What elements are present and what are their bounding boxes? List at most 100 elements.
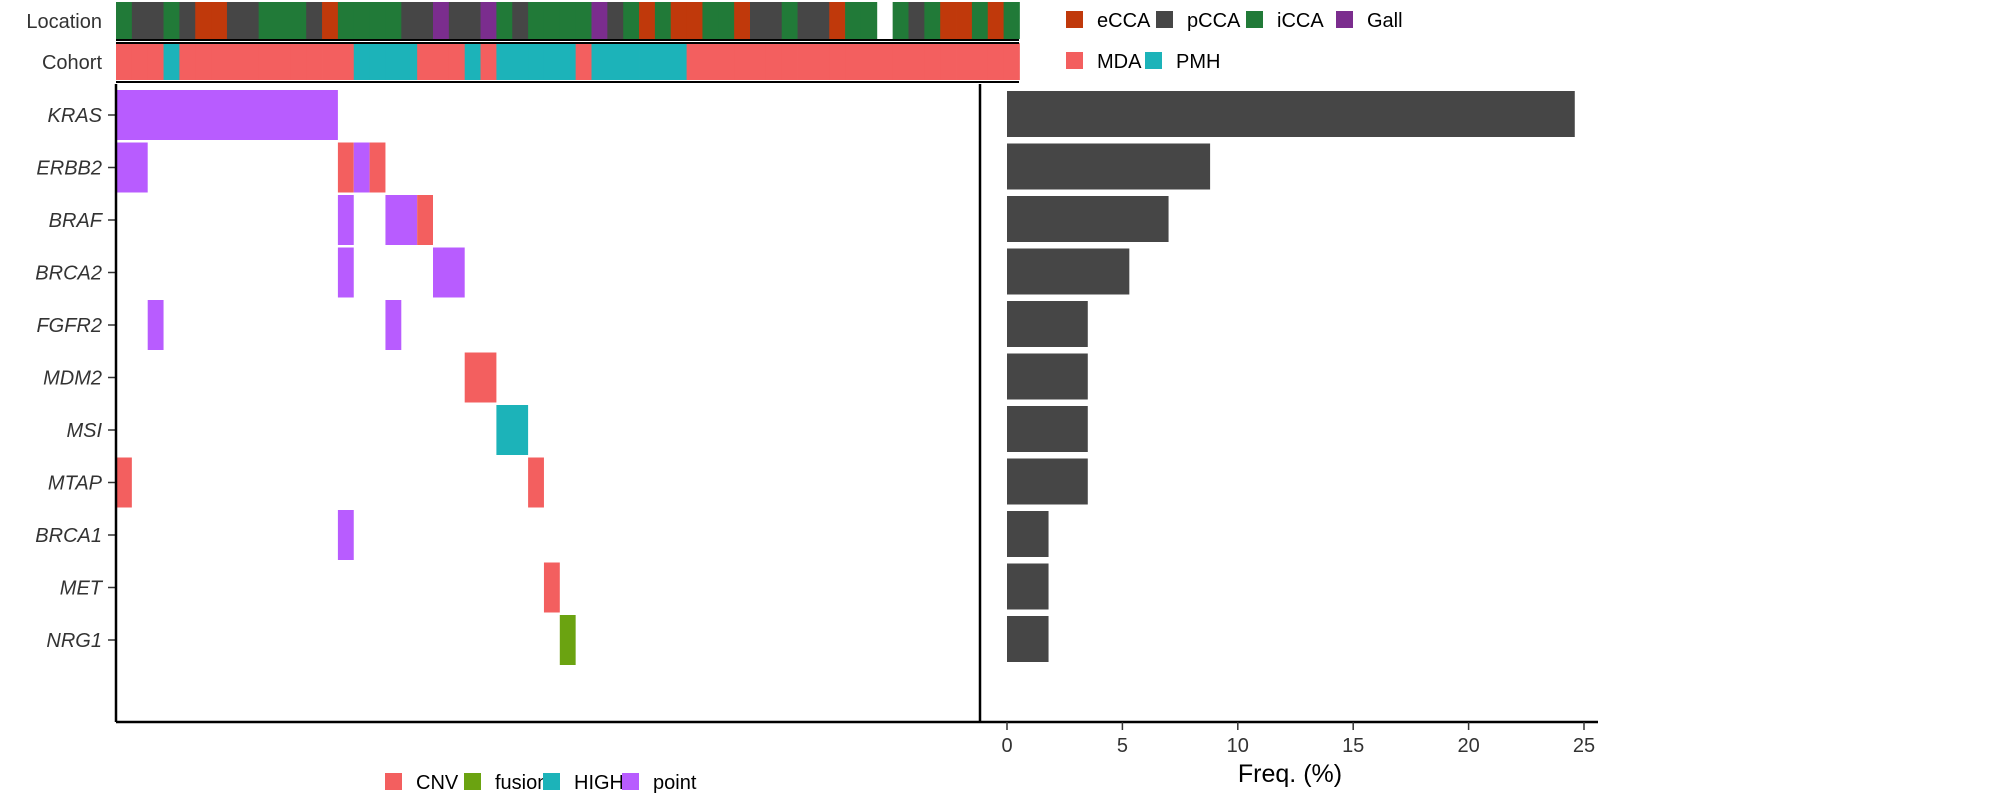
cohort-cell [845, 43, 862, 80]
location-legend: eCCA pCCA iCCA Gall [1066, 10, 1403, 32]
cohort-cell [211, 43, 228, 80]
gene-label-braf: BRAF [49, 210, 104, 232]
cohort-legend-key-pmh [1145, 52, 1162, 69]
location-cell [131, 2, 149, 39]
annotation-tracks: Location Cohort [26, 11, 102, 74]
cohort-cell [876, 43, 894, 80]
frequency-bar-chart [1007, 91, 1575, 662]
alteration-legend-key-fusion [464, 773, 481, 790]
alteration-legend-key-high [543, 773, 560, 790]
cohort-cell [924, 43, 941, 80]
cohort-cell [1003, 43, 1020, 80]
location-cell [956, 2, 973, 39]
cohort-cell [369, 43, 386, 80]
freq-x-tick-label: 20 [1457, 735, 1479, 757]
location-cell [211, 2, 228, 39]
cohort-cell [686, 43, 703, 80]
alteration-cell-brca2 [337, 247, 354, 298]
cohort-cell [797, 43, 814, 80]
alteration-cell-mtap [528, 457, 544, 508]
cohort-cell [813, 43, 830, 80]
alteration-legend-key-point [622, 773, 639, 790]
cohort-cell [512, 43, 529, 80]
location-cell [924, 2, 941, 39]
location-cell [385, 2, 402, 39]
freq-x-tick-label: 25 [1573, 735, 1595, 757]
alteration-cell-fgfr2 [147, 300, 164, 350]
location-cell [750, 2, 767, 39]
freq-x-tick-label: 5 [1117, 735, 1128, 757]
location-cell [860, 2, 878, 39]
gene-label-mtap: MTAP [48, 473, 103, 495]
oncoprint-grid: KRAS ERBB2 BRAF BRCA2 FGFR2 MDM2 MSI MTAP BRCA1 M… [35, 84, 982, 724]
freq-bar-msi [1007, 406, 1088, 452]
alteration-cell-met [543, 562, 560, 613]
location-cell [448, 2, 466, 39]
location-cell [226, 2, 244, 39]
alteration-cell-erbb2 [337, 142, 354, 193]
cohort-cell [956, 43, 973, 80]
location-cell [147, 2, 164, 39]
cohort-cell [971, 43, 989, 80]
cohort-cell [607, 43, 624, 80]
cohort-cell [702, 43, 719, 80]
cohort-cell [750, 43, 767, 80]
location-cell [813, 2, 830, 39]
alteration-cell-braf [337, 195, 354, 245]
location-legend-label-pcca: pCCA [1187, 10, 1241, 32]
gene-label-nrg1: NRG1 [46, 630, 102, 652]
location-cell [781, 2, 798, 39]
alteration-cell-nrg1 [559, 615, 576, 665]
alteration-legend: CNV fusion HIGH point [385, 772, 697, 794]
cohort-cell [670, 43, 687, 80]
location-cell [163, 2, 180, 39]
location-cell [591, 2, 608, 39]
alteration-cell-brca1 [337, 510, 354, 560]
alteration-cell-kras [116, 90, 338, 140]
freq-bar-met [1007, 563, 1049, 610]
frequency-x-axis: 0 5 10 15 20 25 [980, 720, 1598, 757]
cohort-legend-label-mda: MDA [1097, 51, 1142, 73]
freq-bar-braf [1007, 196, 1169, 242]
location-cell [306, 2, 323, 39]
gene-label-msi: MSI [66, 420, 102, 442]
cohort-cell [559, 43, 577, 80]
gene-label-erbb2: ERBB2 [36, 158, 102, 180]
cohort-cell [940, 43, 957, 80]
cohort-cell [116, 43, 133, 80]
cohort-cell [448, 43, 466, 80]
location-cell [892, 2, 909, 39]
location-cell [512, 2, 529, 39]
gene-label-kras: KRAS [48, 105, 103, 127]
location-cell [718, 2, 735, 39]
freq-x-tick-label: 0 [1001, 735, 1012, 757]
freq-x-tick-label: 10 [1227, 735, 1249, 757]
location-legend-key-ecca [1066, 11, 1083, 28]
cohort-cell [242, 43, 260, 80]
gene-label-fgfr2: FGFR2 [36, 315, 102, 337]
cohort-cell [179, 43, 196, 80]
cohort-cell [718, 43, 735, 80]
alteration-cell-brca2 [433, 247, 465, 298]
cohort-cell [258, 43, 275, 80]
location-cell [417, 2, 434, 39]
location-cell [353, 2, 370, 39]
alteration-cell-mtap [116, 457, 132, 508]
gene-label-met: MET [60, 578, 104, 600]
alteration-cell-erbb2 [353, 142, 370, 193]
location-legend-key-gall [1336, 11, 1353, 28]
alteration-cell-fgfr2 [385, 300, 402, 350]
cohort-cell [496, 43, 513, 80]
cohort-cell [322, 43, 339, 80]
location-cell [670, 2, 687, 39]
cohort-cell [543, 43, 561, 80]
location-cell [369, 2, 386, 39]
location-cell [607, 2, 624, 39]
location-cell [179, 2, 196, 39]
frequency-axis-title: Freq. (%) [1238, 760, 1342, 788]
cohort-cell [290, 43, 307, 80]
location-cell [987, 2, 1004, 39]
cohort-legend-key-mda [1066, 52, 1083, 69]
freq-bar-fgfr2 [1007, 301, 1088, 347]
